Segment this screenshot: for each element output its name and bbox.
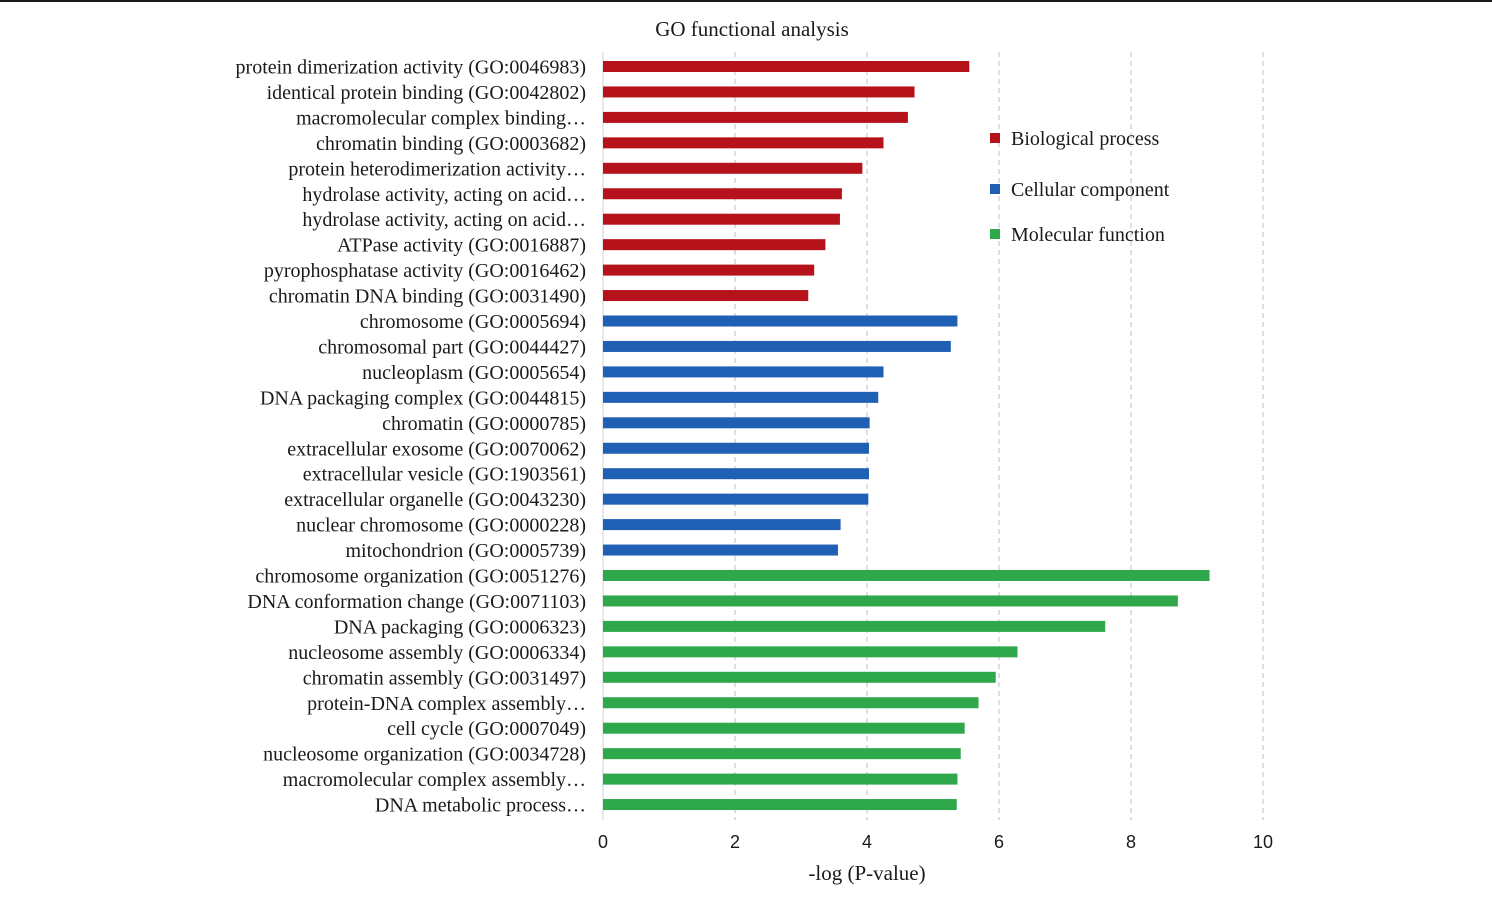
bar-21	[603, 570, 1210, 581]
category-label: hydrolase activity, acting on acid…	[302, 184, 586, 206]
category-label: mitochondrion (GO:0005739)	[345, 540, 586, 562]
x-tick-label-8: 8	[1126, 832, 1136, 852]
category-label: DNA packaging (GO:0006323)	[334, 616, 586, 638]
category-label: DNA conformation change (GO:0071103)	[247, 591, 586, 613]
category-label: nucleoplasm (GO:0005654)	[362, 362, 586, 384]
bar-24	[603, 646, 1018, 658]
category-label: DNA metabolic process…	[375, 795, 586, 817]
category-label: chromosomal part (GO:0044427)	[318, 336, 586, 358]
legend-swatch-1	[990, 133, 1000, 143]
bar-9	[603, 264, 815, 276]
legend-label-1: Biological process	[1011, 128, 1160, 150]
bar-19	[603, 519, 841, 531]
x-tick-label-0: 0	[598, 832, 608, 852]
category-label: chromosome (GO:0005694)	[360, 311, 586, 333]
bar-2	[603, 86, 915, 98]
category-label: nucleosome organization (GO:0034728)	[263, 744, 586, 766]
bar-25	[603, 671, 996, 683]
bar-14	[603, 391, 879, 403]
bar-5	[603, 162, 863, 174]
bar-20	[603, 544, 838, 556]
category-label: extracellular vesicle (GO:1903561)	[303, 464, 586, 486]
bar-8	[603, 239, 826, 251]
category-label: cell cycle (GO:0007049)	[387, 718, 586, 740]
bar-7	[603, 213, 840, 225]
bar-10	[603, 290, 809, 302]
chart-title: GO functional analysis	[655, 17, 849, 41]
category-label: ATPase activity (GO:0016887)	[337, 235, 586, 257]
legend-label-2: Cellular component	[1011, 179, 1170, 201]
bar-18	[603, 493, 869, 505]
category-labels: protein dimerization activity (GO:004698…	[236, 57, 586, 817]
category-label: identical protein binding (GO:0042802)	[267, 82, 586, 104]
bar-15	[603, 417, 870, 429]
x-axis-label: -log (P-value)	[808, 861, 925, 885]
x-tick-label-4: 4	[862, 832, 872, 852]
grid-lines	[602, 52, 1264, 820]
category-label: extracellular organelle (GO:0043230)	[284, 489, 586, 511]
bar-22	[603, 595, 1178, 607]
category-label: pyrophosphatase activity (GO:0016462)	[264, 260, 586, 282]
x-tick-labels: 0 2 4 6 8 10	[598, 832, 1273, 852]
bar-30	[603, 799, 957, 811]
category-label: protein dimerization activity (GO:004698…	[236, 57, 586, 79]
category-label: chromatin assembly (GO:0031497)	[303, 667, 586, 689]
category-label: protein heterodimerization activity…	[288, 158, 586, 180]
legend-swatch-2	[990, 184, 1000, 194]
x-tick-label-2: 2	[730, 832, 740, 852]
category-label: macromolecular complex binding…	[296, 107, 586, 129]
bar-12	[603, 340, 951, 352]
bar-6	[603, 188, 842, 200]
bar-27	[603, 722, 965, 734]
legend: Biological process Cellular component Mole…	[990, 128, 1170, 246]
category-label: nuclear chromosome (GO:0000228)	[296, 515, 586, 537]
category-label: extracellular exosome (GO:0070062)	[287, 438, 586, 460]
legend-swatch-3	[990, 229, 1000, 239]
bar-26	[603, 697, 979, 709]
top-border-line	[0, 0, 1492, 2]
bar-13	[603, 366, 884, 378]
bar-23	[603, 620, 1106, 632]
bar-16	[603, 442, 869, 454]
bar-28	[603, 748, 961, 760]
bar-29	[603, 773, 958, 785]
bar-17	[603, 468, 869, 480]
bar-4	[603, 137, 884, 149]
bar-3	[603, 111, 908, 123]
x-tick-label-10: 10	[1253, 832, 1273, 852]
category-label: nucleosome assembly (GO:0006334)	[288, 642, 586, 664]
category-label: hydrolase activity, acting on acid…	[302, 209, 586, 231]
category-label: chromatin (GO:0000785)	[382, 413, 586, 435]
bar-1	[603, 61, 970, 72]
x-tick-label-6: 6	[994, 832, 1004, 852]
legend-label-3: Molecular function	[1011, 224, 1165, 246]
category-label: chromosome organization (GO:0051276)	[255, 566, 586, 588]
bar-11	[603, 315, 958, 327]
category-label: protein-DNA complex assembly…	[307, 693, 586, 715]
bars-group	[603, 61, 1210, 811]
category-label: chromatin DNA binding (GO:0031490)	[269, 286, 586, 308]
category-label: DNA packaging complex (GO:0044815)	[260, 387, 586, 409]
category-label: chromatin binding (GO:0003682)	[316, 133, 586, 155]
category-label: macromolecular complex assembly…	[283, 769, 586, 791]
